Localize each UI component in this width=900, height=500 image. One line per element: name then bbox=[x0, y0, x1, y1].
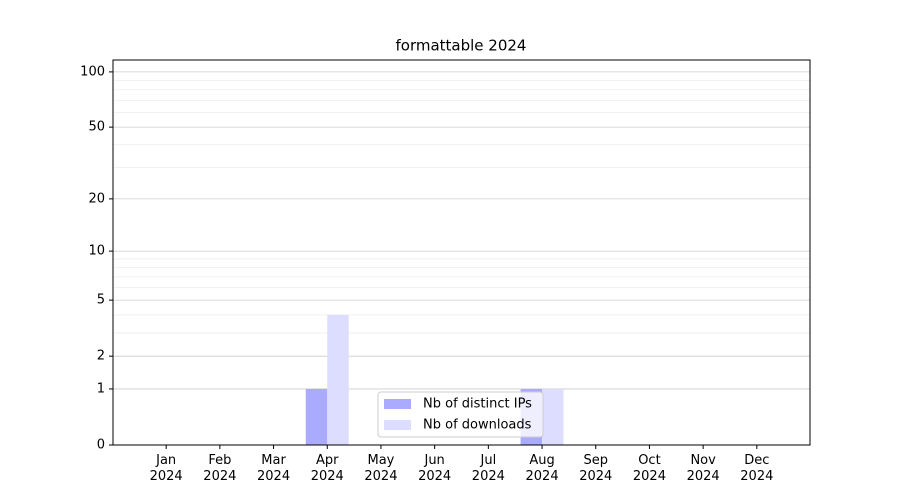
x-tick-label: Feb 2024 bbox=[203, 453, 237, 484]
x-tick-label: Dec 2024 bbox=[740, 453, 774, 484]
bar bbox=[542, 388, 564, 445]
bar bbox=[305, 388, 328, 445]
x-tick-label: May 2024 bbox=[364, 453, 398, 484]
x-tick-label: Nov 2024 bbox=[686, 453, 720, 484]
y-tick-label: 10 bbox=[88, 244, 105, 259]
x-tick-label: Oct 2024 bbox=[632, 453, 666, 484]
y-tick-label: 20 bbox=[88, 191, 105, 206]
x-tick-label: Sep 2024 bbox=[579, 453, 613, 484]
legend-label: Nb of distinct IPs bbox=[423, 397, 532, 412]
bar bbox=[327, 314, 349, 445]
y-tick-label: 0 bbox=[97, 438, 105, 453]
x-tick-label: Mar 2024 bbox=[257, 453, 291, 484]
legend-label: Nb of downloads bbox=[423, 418, 532, 433]
x-tick-label: Jan 2024 bbox=[149, 453, 183, 484]
y-tick-label: 50 bbox=[88, 120, 105, 135]
y-tick-label: 2 bbox=[97, 349, 105, 364]
y-tick-label: 5 bbox=[97, 293, 105, 308]
chart-title: formattable 2024 bbox=[396, 37, 527, 55]
y-tick-label: 1 bbox=[97, 381, 105, 396]
legend-frame bbox=[377, 391, 544, 438]
legend-swatch bbox=[384, 420, 411, 430]
y-tick-label: 100 bbox=[80, 64, 105, 79]
x-tick-label: Jun 2024 bbox=[418, 453, 452, 484]
x-tick-label: Aug 2024 bbox=[525, 453, 559, 484]
axes-frame bbox=[112, 59, 811, 446]
x-tick-label: Jul 2024 bbox=[471, 453, 505, 484]
legend: Nb of distinct IPs Nb of downloads bbox=[377, 391, 544, 438]
legend-swatch bbox=[384, 399, 411, 409]
x-tick-label: Apr 2024 bbox=[310, 453, 344, 484]
